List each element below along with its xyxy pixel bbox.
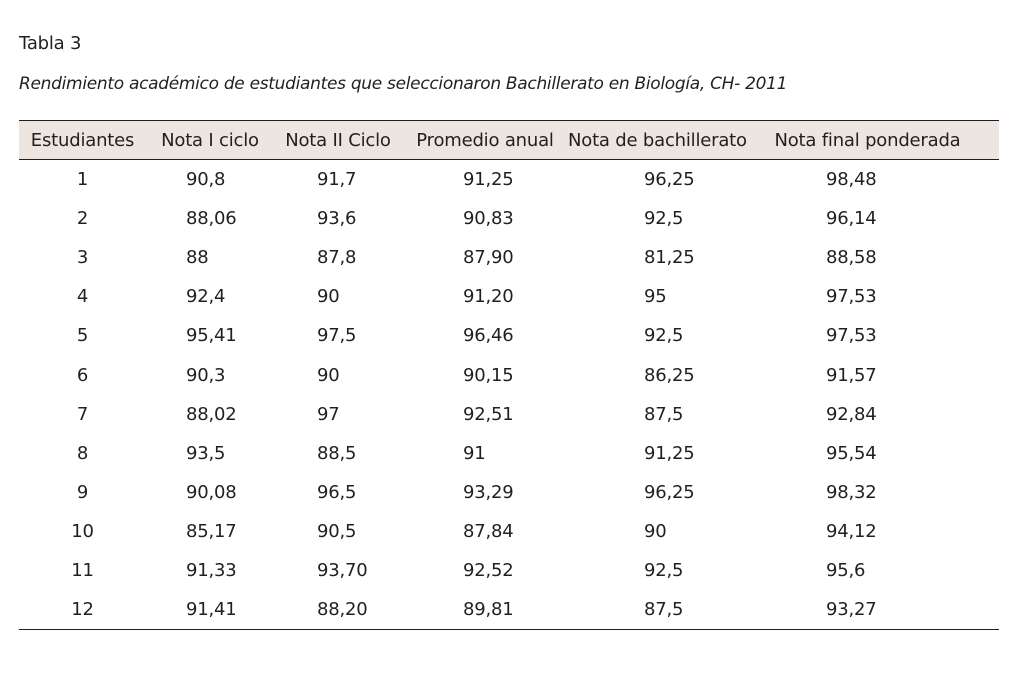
table-cell: 90,5 (317, 521, 357, 543)
table-cell: 90,08 (186, 482, 237, 504)
table-cell: 4 (76, 286, 89, 308)
table-cell: 91 (463, 442, 486, 464)
table-cell: 85,17 (186, 521, 237, 543)
table-cell: 7 (76, 403, 89, 425)
table-row: 4 92,4 90 91,20 95 97,53 (19, 277, 999, 316)
table-cell: 97,53 (826, 286, 877, 308)
table-cell: 91,41 (146, 590, 274, 631)
table-cell: 91,33 (186, 560, 237, 582)
table-cell: 10 (71, 521, 94, 543)
table-cell: 90,3 (186, 364, 226, 386)
table-cell: 92,4 (186, 286, 226, 308)
table-cell: 88,20 (274, 590, 402, 631)
table-cell: 95 (644, 286, 667, 308)
table-cell: 98,48 (826, 168, 877, 190)
table-row: 11 91,33 93,70 92,52 92,5 95,6 (19, 551, 999, 590)
table-cell: 96,46 (463, 325, 514, 347)
table-cell: 93,70 (317, 560, 368, 582)
table-cell: 89,81 (402, 590, 568, 631)
table-cell: 94,12 (826, 521, 877, 543)
table-cell: 12 (19, 590, 146, 631)
column-header-nota-ii-ciclo: Nota II Ciclo (274, 120, 402, 160)
table-cell: 93,29 (463, 482, 514, 504)
table-row: 7 88,02 97 92,51 87,5 92,84 (19, 395, 999, 434)
table-cell: 96,14 (826, 207, 877, 229)
column-header-estudiantes: Estudiantes (19, 120, 146, 160)
table-cell: 87,8 (317, 246, 357, 268)
table-cell: 90 (644, 521, 667, 543)
table-cell: 91,25 (463, 168, 514, 190)
table-cell: 97,53 (826, 325, 877, 347)
table-cell: 11 (71, 560, 94, 582)
table-cell: 95,41 (186, 325, 237, 347)
table-cell: 88,06 (186, 207, 237, 229)
table-cell: 96,25 (644, 482, 695, 504)
column-header-nota-i-ciclo: Nota I ciclo (146, 120, 274, 160)
table-cell: 91,7 (317, 168, 357, 190)
table-cell: 92,5 (644, 560, 684, 582)
table-row: 10 85,17 90,5 87,84 90 94,12 (19, 512, 999, 551)
table-row: 5 95,41 97,5 96,46 92,5 97,53 (19, 316, 999, 355)
table-cell: 88,5 (317, 442, 357, 464)
table-header: Estudiantes Nota I ciclo Nota II Ciclo P… (19, 120, 999, 160)
table-cell: 88 (186, 246, 209, 268)
header-row: Estudiantes Nota I ciclo Nota II Ciclo P… (19, 120, 999, 160)
table-row: 1 90,8 91,7 91,25 96,25 98,48 (19, 160, 999, 199)
table-cell: 91,20 (463, 286, 514, 308)
table-cell: 81,25 (644, 246, 695, 268)
table-row: 3 88 87,8 87,90 81,25 88,58 (19, 238, 999, 277)
table-cell: 87,5 (568, 590, 736, 631)
table-cell: 92,84 (826, 403, 877, 425)
table-cell: 88,58 (826, 246, 877, 268)
table-cell: 3 (76, 246, 89, 268)
column-header-nota-final-ponderada: Nota final ponderada (736, 120, 999, 160)
table-cell: 95,6 (826, 560, 866, 582)
table-cell: 97 (317, 403, 340, 425)
table-cell: 9 (76, 482, 89, 504)
grades-table: Estudiantes Nota I ciclo Nota II Ciclo P… (19, 120, 999, 631)
table-cell: 90,8 (186, 168, 226, 190)
table-row: 12 91,41 88,20 89,81 87,5 93,27 (19, 590, 999, 631)
table-cell: 90 (317, 286, 340, 308)
table-row: 8 93,5 88,5 91 91,25 95,54 (19, 434, 999, 473)
table-cell: 90,83 (463, 207, 514, 229)
table-cell: 6 (76, 364, 89, 386)
table-caption: Rendimiento académico de estudiantes que… (19, 74, 788, 94)
table-cell: 97,5 (317, 325, 357, 347)
table-cell: 96,25 (644, 168, 695, 190)
table-cell: 5 (76, 325, 89, 347)
table-cell: 87,5 (644, 403, 684, 425)
table-cell: 92,52 (463, 560, 514, 582)
table-cell: 96,5 (317, 482, 357, 504)
table-row: 6 90,3 90 90,15 86,25 91,57 (19, 355, 999, 394)
table-cell: 2 (76, 207, 89, 229)
column-header-nota-bachillerato: Nota de bachillerato (568, 120, 747, 160)
table-label: Tabla 3 (19, 33, 82, 54)
table-cell: 8 (76, 442, 89, 464)
table-cell: 95,54 (826, 442, 877, 464)
table-row: 2 88,06 93,6 90,83 92,5 96,14 (19, 199, 999, 238)
table-body: 1 90,8 91,7 91,25 96,25 98,48 2 88,06 93,6 90,83 9… (19, 160, 999, 631)
table-cell: 98,32 (826, 482, 877, 504)
table-row: 9 90,08 96,5 93,29 96,25 98,32 (19, 473, 999, 512)
column-header-promedio-anual: Promedio anual (402, 120, 568, 160)
table-cell: 93,6 (317, 207, 357, 229)
table-cell: 91,25 (644, 442, 695, 464)
table-cell: 93,27 (736, 590, 999, 631)
table-cell: 92,5 (644, 325, 684, 347)
table-cell: 93,5 (186, 442, 226, 464)
table-cell: 92,51 (463, 403, 514, 425)
table-cell: 91,57 (826, 364, 877, 386)
table-cell: 87,90 (463, 246, 514, 268)
table-cell: 1 (76, 168, 89, 190)
table-cell: 90,15 (463, 364, 514, 386)
table-cell: 92,5 (644, 207, 684, 229)
table-cell: 86,25 (644, 364, 695, 386)
table-cell: 87,84 (463, 521, 514, 543)
table-cell: 90 (317, 364, 340, 386)
table-cell: 88,02 (186, 403, 237, 425)
